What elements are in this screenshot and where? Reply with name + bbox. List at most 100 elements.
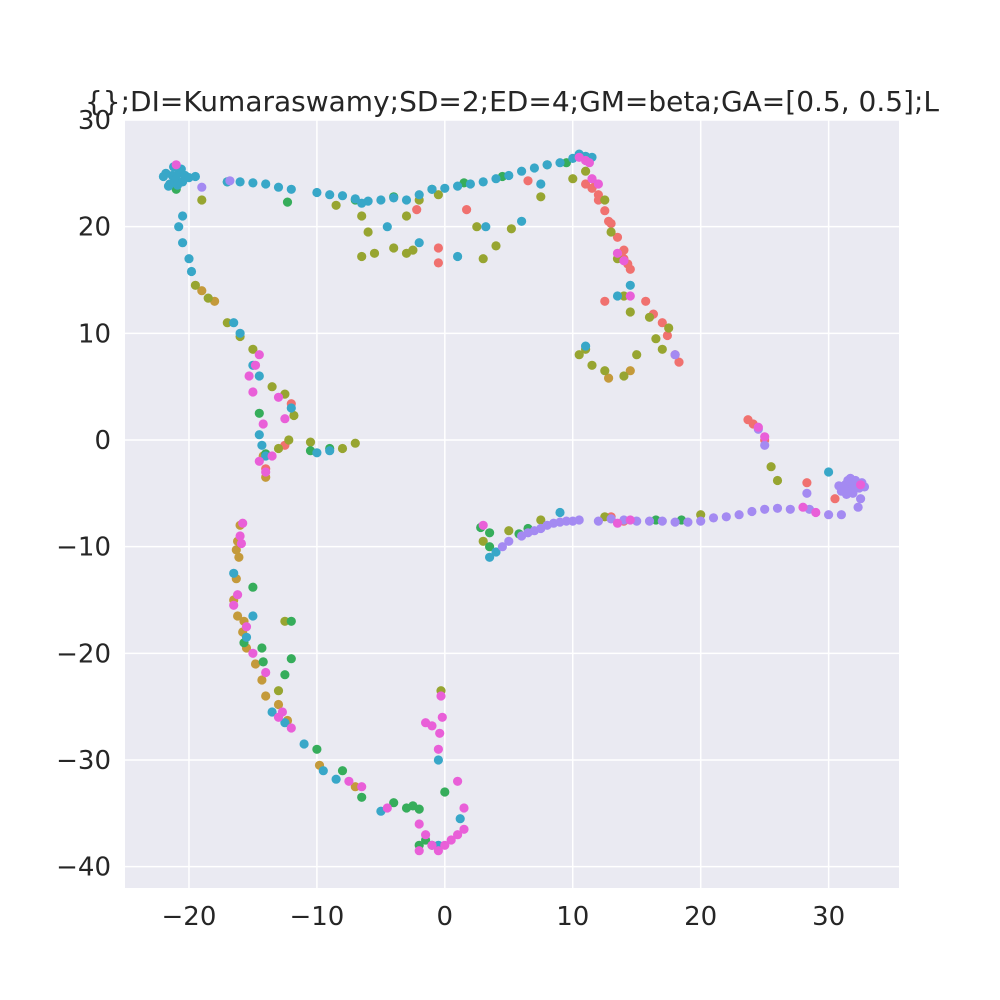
data-point — [574, 350, 584, 360]
data-point — [433, 846, 443, 856]
data-point — [802, 478, 812, 488]
data-point — [248, 344, 258, 354]
data-point — [248, 178, 258, 188]
data-point — [184, 254, 194, 264]
data-point — [433, 243, 443, 253]
data-point — [350, 782, 360, 792]
data-point — [834, 481, 844, 491]
data-point — [178, 238, 188, 248]
data-point — [644, 516, 655, 526]
x-tick-label: −10 — [289, 902, 344, 932]
data-point — [606, 227, 616, 237]
data-point — [231, 545, 241, 555]
data-point — [619, 291, 629, 301]
y-tick-label: 30 — [78, 106, 111, 136]
data-point — [683, 517, 693, 527]
data-point — [273, 443, 284, 454]
x-tick-label: 0 — [437, 902, 454, 932]
data-point — [453, 830, 463, 840]
data-point — [708, 513, 719, 523]
data-point — [248, 387, 258, 397]
data-point — [286, 184, 296, 194]
data-point — [433, 258, 443, 268]
data-point — [662, 330, 673, 341]
data-point — [841, 489, 852, 499]
data-point — [186, 266, 197, 277]
data-points — [158, 149, 870, 856]
data-point — [331, 200, 341, 210]
data-point — [604, 216, 614, 226]
data-point — [536, 192, 546, 202]
data-point — [619, 256, 629, 266]
data-point — [267, 382, 277, 392]
data-point — [235, 328, 245, 338]
data-point — [331, 774, 341, 784]
data-point — [273, 182, 284, 192]
data-point — [312, 744, 322, 754]
data-point — [593, 179, 604, 189]
data-point — [600, 366, 610, 376]
data-point — [286, 616, 296, 626]
data-point — [772, 475, 783, 486]
data-point — [357, 198, 367, 208]
data-point — [830, 494, 840, 504]
data-point — [455, 814, 465, 824]
data-point — [233, 590, 243, 600]
data-point — [236, 538, 246, 549]
data-point — [853, 502, 863, 512]
data-point — [459, 803, 469, 813]
data-point — [664, 323, 674, 333]
data-point — [856, 494, 866, 504]
data-point — [760, 504, 770, 514]
data-point — [254, 408, 264, 418]
data-point — [670, 517, 680, 527]
data-point — [824, 510, 834, 520]
data-point — [171, 160, 181, 170]
data-point — [190, 171, 200, 182]
data-point — [357, 782, 367, 792]
data-point — [282, 197, 293, 207]
y-tick-label: −40 — [56, 853, 111, 883]
data-point — [584, 158, 595, 168]
data-point — [401, 803, 412, 813]
data-point — [485, 528, 495, 538]
data-point — [289, 410, 299, 421]
data-point — [491, 547, 501, 557]
data-point — [229, 600, 239, 610]
data-point — [197, 182, 207, 192]
data-point — [277, 707, 287, 717]
data-point — [504, 526, 514, 536]
data-point — [657, 344, 667, 354]
data-point — [414, 819, 424, 829]
data-point — [574, 152, 584, 162]
data-point — [163, 181, 174, 191]
data-point — [481, 222, 491, 232]
data-point — [248, 611, 258, 621]
data-point — [555, 158, 565, 168]
data-point — [433, 755, 443, 765]
data-point — [446, 835, 456, 845]
data-point — [178, 211, 188, 221]
data-point — [357, 792, 367, 802]
data-point — [568, 516, 578, 526]
data-point — [238, 518, 248, 528]
data-point — [674, 357, 684, 367]
data-point — [414, 190, 424, 200]
data-point — [414, 804, 424, 814]
series-1 — [261, 176, 840, 526]
data-point — [241, 632, 252, 642]
data-point — [536, 515, 546, 525]
data-point — [254, 430, 264, 440]
data-point — [811, 507, 821, 518]
data-point — [427, 721, 437, 731]
data-point — [389, 798, 399, 808]
data-point — [427, 184, 437, 194]
data-point — [433, 744, 443, 754]
data-point — [280, 670, 290, 680]
data-point — [284, 435, 294, 445]
data-point — [485, 542, 495, 552]
data-point — [612, 518, 623, 528]
data-point — [257, 675, 267, 685]
data-point — [836, 510, 847, 520]
